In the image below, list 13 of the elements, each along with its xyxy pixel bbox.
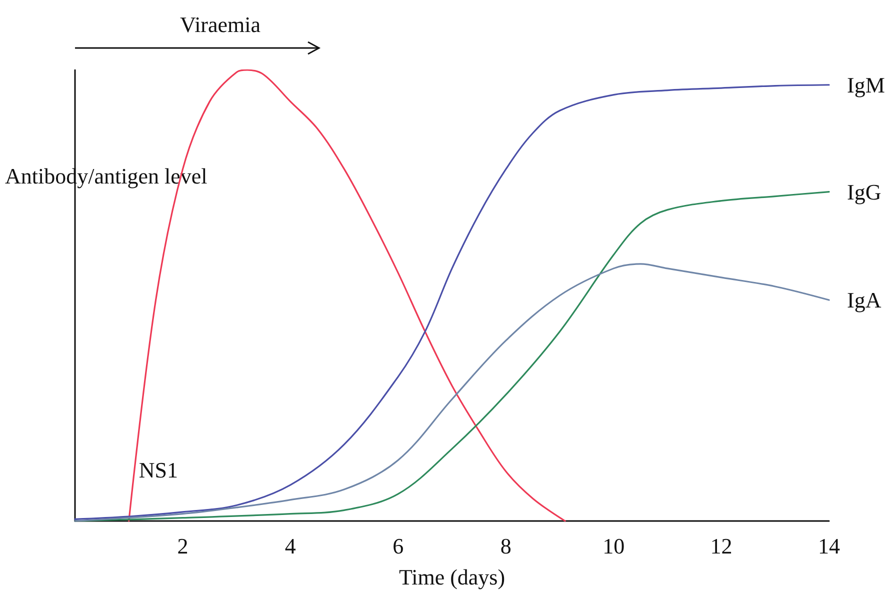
series-label: IgM: [847, 72, 885, 98]
text: Viraemia: [180, 12, 261, 38]
x-tick-label: 6: [392, 534, 404, 558]
series-label: IgG: [847, 179, 882, 204]
x-tick-label: 2: [177, 534, 188, 558]
series-label: IgA: [847, 288, 882, 313]
x-tick-label: 4: [284, 534, 296, 558]
x-tick-label: 10: [602, 534, 625, 558]
series-label: NS1: [138, 458, 178, 482]
x-tick-label: 8: [500, 534, 512, 558]
x-axis-title: Time (days): [398, 564, 506, 590]
x-tick-label: 14: [818, 534, 840, 558]
x-tick-label: 12: [710, 534, 732, 558]
